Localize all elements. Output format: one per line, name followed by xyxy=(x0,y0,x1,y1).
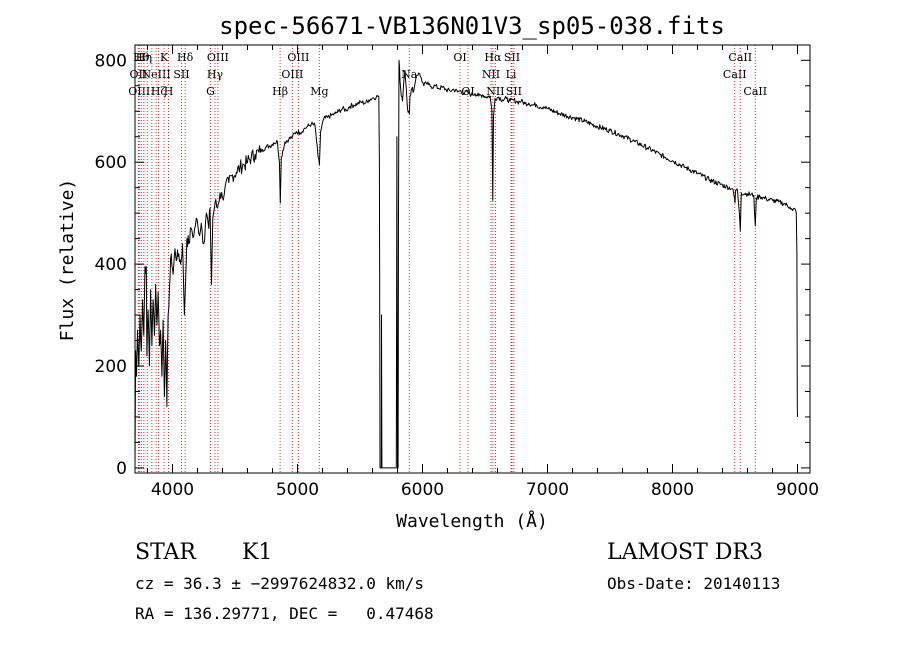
x-tick-label: 8000 xyxy=(651,480,694,500)
flux-series xyxy=(134,59,798,469)
x-axis: 4000 5000 6000 7000 8000 9000 xyxy=(147,45,819,500)
spectral-line-label: OIII xyxy=(287,51,309,64)
x-axis-label: Wavelength (Å) xyxy=(396,510,548,532)
y-tick-label: 400 xyxy=(95,255,127,275)
x-tick-label: 7000 xyxy=(526,480,569,500)
x-tick-label: 6000 xyxy=(401,480,444,500)
spectral-line-label: NII xyxy=(486,85,504,98)
object-class: STAR xyxy=(135,540,196,565)
y-tick-label: 0 xyxy=(116,459,127,479)
spectral-line-label: OI xyxy=(453,51,466,64)
coordinates-readout: RA = 136.29771, DEC = 0.47468 xyxy=(135,604,434,623)
x-tick-label: 9000 xyxy=(776,480,819,500)
spectral-line-label: Hη xyxy=(136,51,152,64)
y-tick-label: 800 xyxy=(95,51,127,71)
spectral-line-label: H xyxy=(164,85,174,98)
spectral-line-label: Hζ xyxy=(151,85,167,98)
spectral-line-label: SII xyxy=(504,51,520,64)
y-axis: 0 200 400 600 800 xyxy=(95,51,810,479)
spectral-line-label: CaII xyxy=(723,68,747,81)
spectral-line-label: Li xyxy=(506,68,517,81)
object-subclass: K1 xyxy=(242,540,273,565)
redshift-readout: cz = 36.3 ± −2997624832.0 km/s xyxy=(135,574,424,593)
spectrum-chart: spec-56671-VB136N01V3_sp05-038.fits OII O… xyxy=(57,12,819,532)
spectral-line-label: Mg xyxy=(310,85,328,98)
spectral-line-label: Hδ xyxy=(177,51,194,64)
x-tick-label: 5000 xyxy=(276,480,319,500)
spectral-line-label: Hβ xyxy=(272,85,288,98)
spectral-line-label: SII xyxy=(173,68,189,81)
chart-title: spec-56671-VB136N01V3_sp05-038.fits xyxy=(219,12,725,40)
spectral-line-label: OIII xyxy=(128,85,150,98)
spectral-line-label: OIII xyxy=(281,68,303,81)
spectral-line-label: CaII xyxy=(743,85,767,98)
spectral-line-label: CaII xyxy=(728,51,752,64)
observation-date: Obs-Date: 20140113 xyxy=(607,574,781,593)
y-tick-label: 200 xyxy=(95,357,127,377)
spectral-line-label: NII xyxy=(482,68,500,81)
survey-name: LAMOST DR3 xyxy=(607,540,763,565)
spectral-line-label: OII xyxy=(130,68,148,81)
y-tick-label: 600 xyxy=(95,153,127,173)
spectral-line-label: OI xyxy=(461,85,474,98)
spectral-line-label: SII xyxy=(506,85,522,98)
spectral-line-label: K xyxy=(160,51,169,64)
x-tick-label: 4000 xyxy=(151,480,194,500)
spectral-line-label: Hγ xyxy=(207,68,224,81)
y-axis-label: Flux (relative) xyxy=(57,179,78,342)
spectral-line-label: NeIII xyxy=(142,68,171,81)
spectral-line-label: G xyxy=(206,85,215,98)
spectral-line-label: Hα xyxy=(484,51,502,64)
plot-frame xyxy=(134,44,811,474)
flux-line xyxy=(134,59,798,469)
spectral-line-label: OIII xyxy=(207,51,229,64)
spectral-line-markers: OIIOIIIHθHηNeIIIHζKHSIIHδGHγOIIIHβOIIIOI… xyxy=(128,45,767,473)
